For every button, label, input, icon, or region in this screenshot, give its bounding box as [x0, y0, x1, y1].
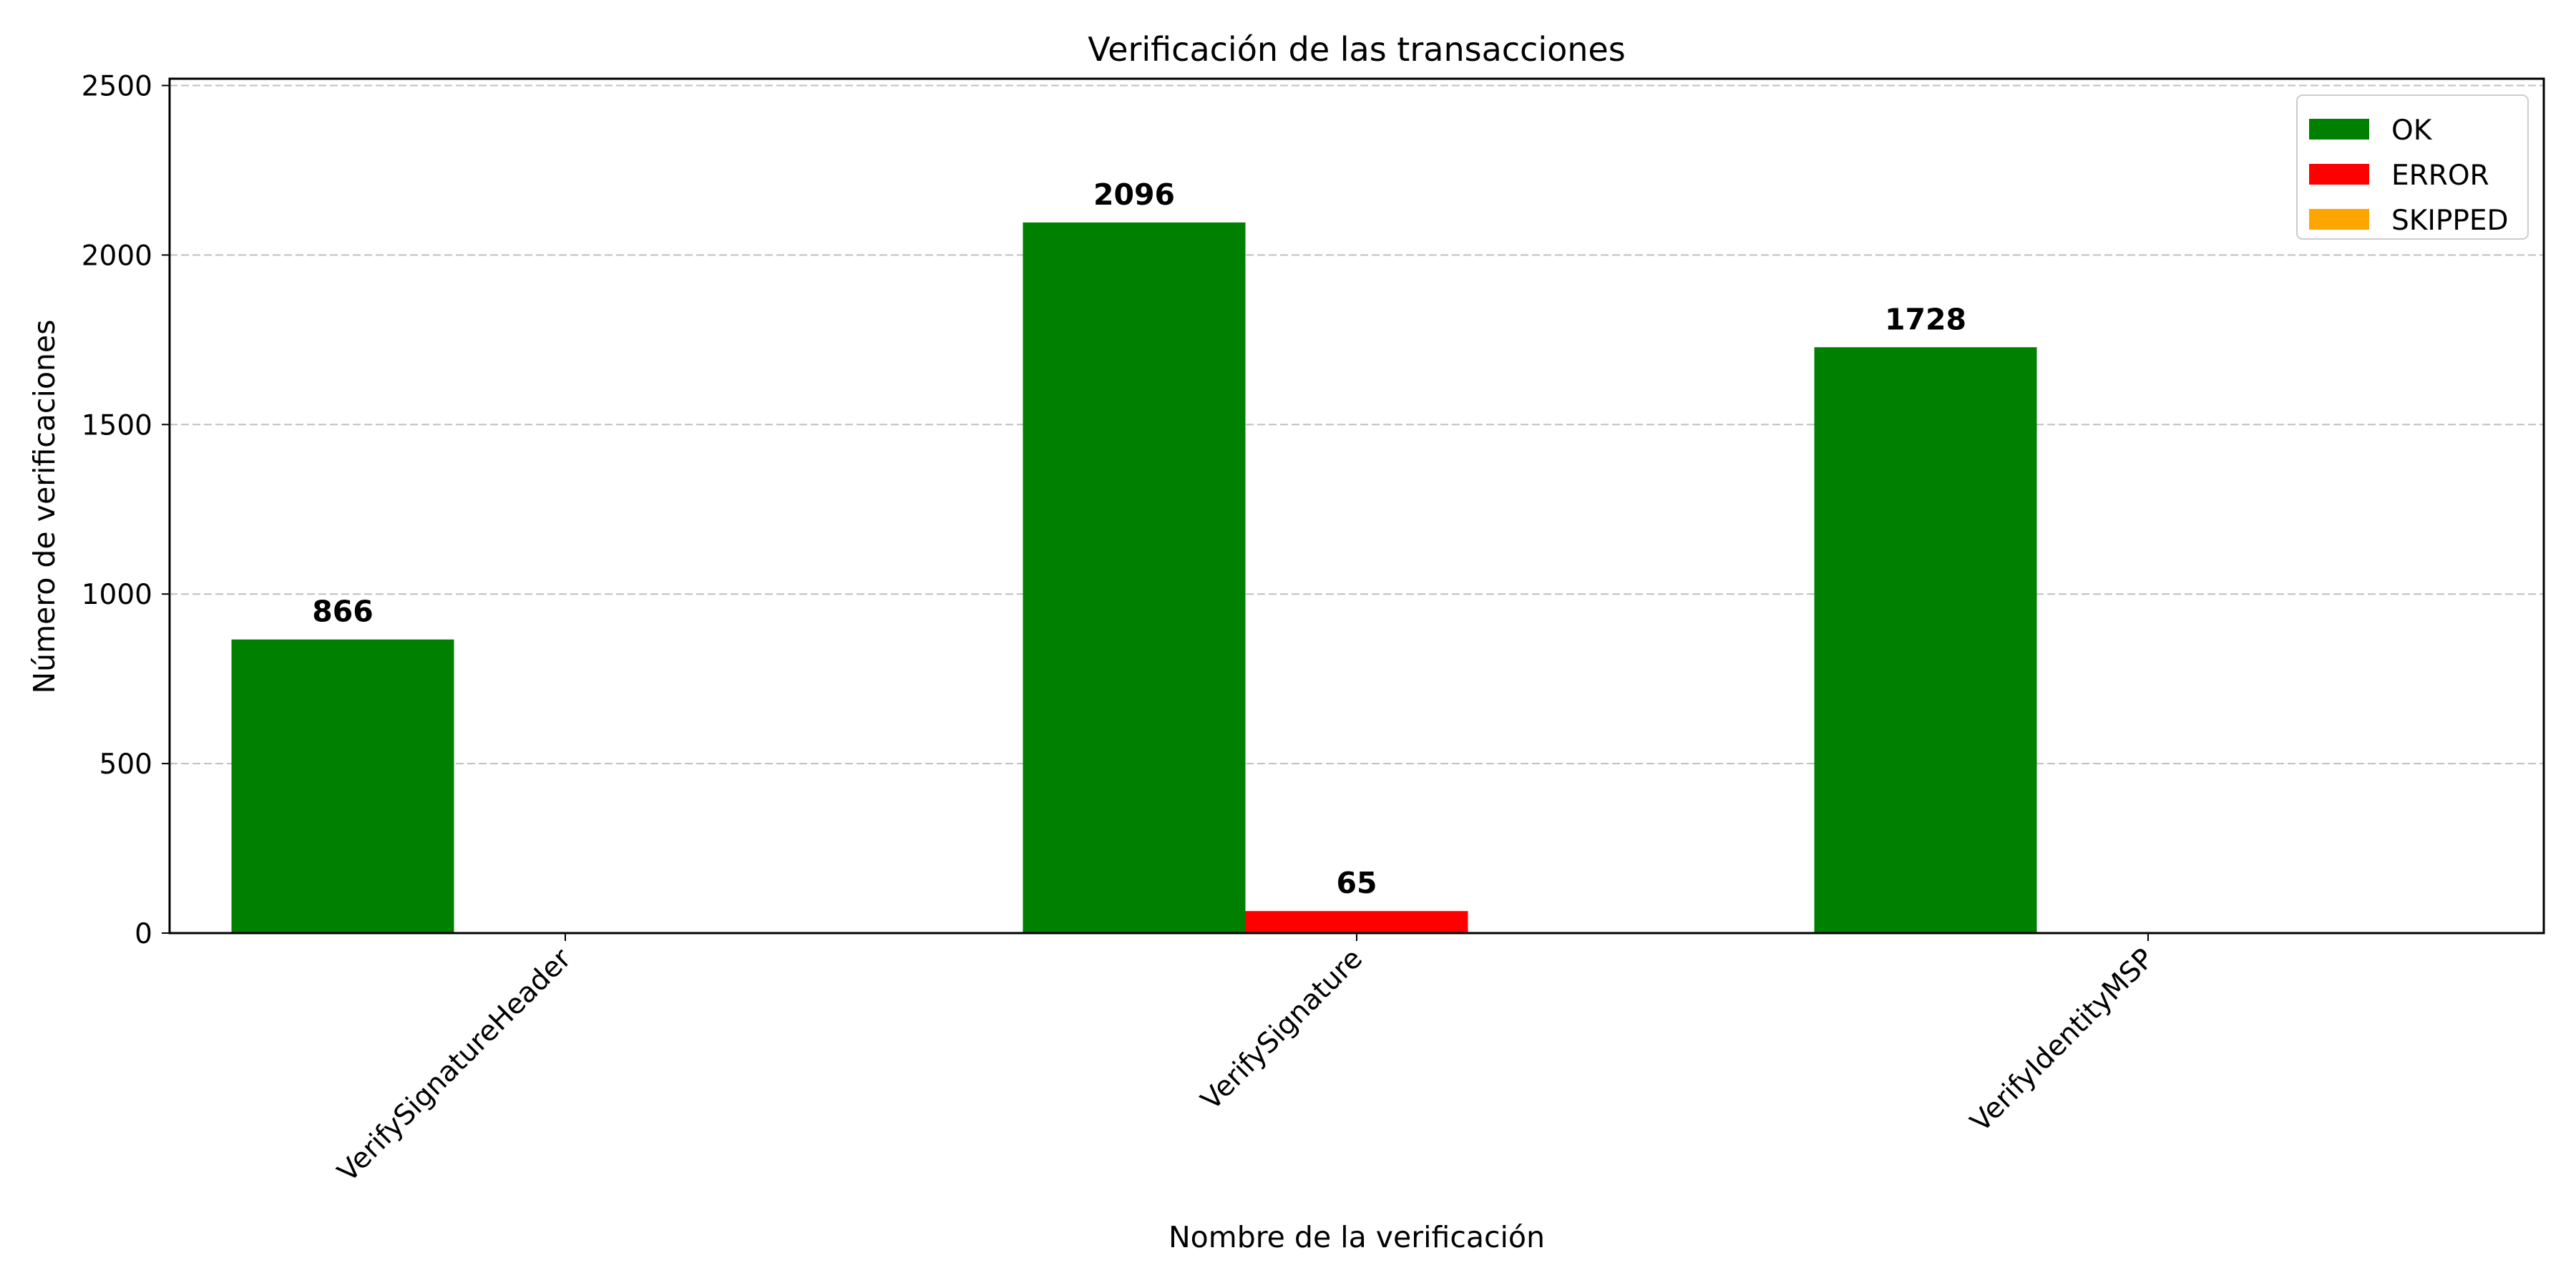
legend: OK ERROR SKIPPED	[2296, 94, 2529, 240]
grid-lines	[170, 84, 2544, 765]
y-tick-label: 1500	[82, 409, 152, 441]
legend-swatch-error	[2309, 164, 2369, 185]
y-tick-label: 2000	[82, 240, 152, 272]
data-label: 866	[312, 595, 374, 629]
data-label: 65	[1336, 866, 1377, 900]
bars	[231, 222, 2037, 933]
x-axis-label: Nombre de la verificación	[1169, 1220, 1545, 1254]
y-axis-label: Número de verificaciones	[27, 320, 62, 694]
data-label: 1728	[1885, 302, 1966, 336]
y-tick-label: 1000	[82, 579, 152, 611]
legend-label-skipped: SKIPPED	[2391, 205, 2509, 237]
bar-error	[1245, 911, 1468, 933]
data-labels: 866 2096 65 1728	[312, 177, 1966, 900]
y-tick-label: 0	[135, 918, 152, 950]
y-tick-label: 2500	[82, 70, 152, 102]
y-tick-label: 500	[99, 748, 152, 781]
legend-label-ok: OK	[2391, 114, 2433, 147]
legend-swatch-skipped	[2309, 209, 2369, 230]
bar-ok	[231, 639, 454, 933]
bar-ok	[1023, 222, 1246, 933]
bar-ok	[1814, 347, 2037, 933]
y-axis-ticks: 0 500 1000 1500 2000 2500	[82, 70, 170, 950]
chart-title: Verificación de las transacciones	[1088, 30, 1625, 69]
data-label: 2096	[1093, 177, 1175, 212]
legend-swatch-ok	[2309, 119, 2369, 140]
legend-label-error: ERROR	[2391, 160, 2489, 192]
